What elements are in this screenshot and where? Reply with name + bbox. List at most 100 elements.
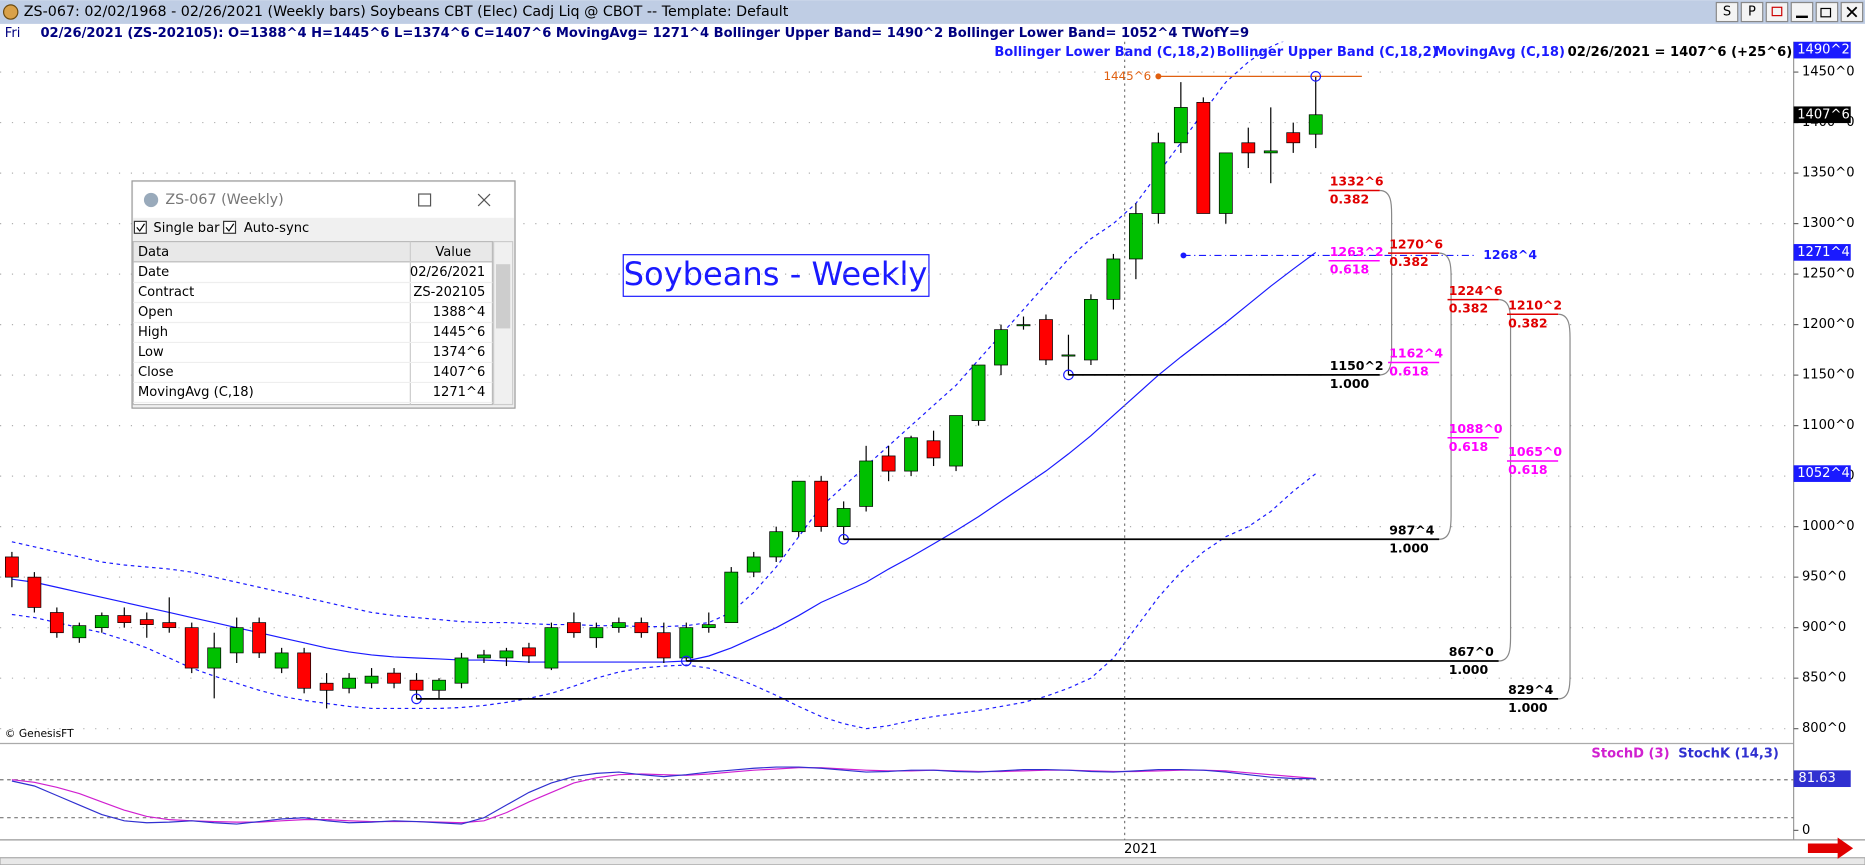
last-price-text: 02/26/2021 = 1407^6 (+25^6) [1568, 45, 1793, 60]
fib-price-label: 1065^0 [1508, 444, 1562, 459]
candle-body [1061, 354, 1076, 357]
fib-ratio-label: 0.382 [1449, 301, 1488, 316]
value-box [1793, 770, 1851, 788]
mid-dot [1180, 252, 1187, 259]
button[interactable] [1715, 1, 1739, 23]
candle-body [1196, 102, 1211, 214]
candle-body [566, 622, 581, 634]
series-line [11, 766, 1316, 825]
fib-ratio-label: 0.382 [1330, 192, 1369, 207]
candle-body [836, 508, 851, 528]
candle-body [229, 627, 244, 654]
candle-body [1016, 324, 1031, 327]
restore-icon [1820, 7, 1832, 18]
fib-ratio-label: 0.618 [1330, 262, 1369, 277]
button-label[interactable]: S [1723, 5, 1731, 20]
candle-body [1263, 150, 1278, 154]
fib-ratio-label: 1.000 [1508, 700, 1548, 715]
value-box-label: 1407^6 [1797, 107, 1850, 122]
candle-body [814, 480, 829, 528]
checkbox-label[interactable]: Auto-sync [244, 221, 309, 236]
fib-price-label: 1263^2 [1330, 244, 1384, 259]
row-value: 1271^4 [433, 385, 486, 400]
candle-body [1106, 258, 1121, 300]
pivot-circle [1310, 71, 1322, 82]
annotation: Soybeans - Weekly [624, 255, 928, 293]
candle-body [1286, 132, 1301, 144]
candle-body [139, 619, 154, 625]
checkbox[interactable] [133, 220, 147, 234]
fib-ratio-label: 0.382 [1508, 315, 1547, 330]
y-tick-label: 0 [1802, 823, 1810, 838]
legend-entry: Bollinger Lower Band (C,18,2) [994, 45, 1215, 60]
candle-body [1151, 142, 1166, 214]
row-value: 1388^4 [433, 305, 486, 320]
candle-body [544, 627, 559, 669]
check-mark [225, 223, 235, 232]
info-bar [0, 23, 1865, 43]
maximize-button[interactable] [418, 193, 432, 207]
fib-price-label: 1088^0 [1449, 421, 1503, 436]
y-tick-label: 800^0 [1802, 721, 1846, 736]
data-window: ZS-067 (Weekly) Single bar Auto-sync Dat… [131, 180, 516, 409]
data-window-titlebar [133, 182, 514, 218]
candle-body [769, 531, 784, 558]
table-rows: Date 02/26/2021 Contract ZS-202105 Open 1388^… [133, 265, 493, 404]
row-value: 1445^6 [433, 325, 486, 340]
candle-body [679, 627, 694, 659]
scroll-arrow[interactable] [1807, 837, 1854, 859]
y-tick-label: 1300^0 [1802, 216, 1855, 231]
button-label[interactable]: P [1748, 5, 1756, 20]
candle-body [701, 624, 716, 629]
y-tick-label: 850^0 [1802, 671, 1846, 686]
restore-button[interactable] [1815, 1, 1839, 23]
series-line [11, 473, 1317, 730]
fib-ratio-label: 0.382 [1389, 254, 1428, 269]
row-label: High [138, 325, 168, 340]
y-tick-label: 900^0 [1802, 620, 1846, 635]
candle-body [724, 571, 739, 623]
pin-button[interactable] [1765, 1, 1789, 23]
candle-body [274, 652, 289, 669]
x-tick-label: 2021 [1124, 842, 1157, 857]
minimize-button[interactable] [1790, 1, 1814, 23]
fib-bracket [1498, 299, 1512, 662]
checkbox[interactable] [223, 220, 237, 234]
candle-body [432, 679, 446, 691]
value-box-label: 81.63 [1798, 771, 1835, 786]
row-label: Contract [138, 285, 194, 300]
y-tick-label: 1000^0 [1802, 519, 1855, 534]
row-label: Open [138, 305, 173, 320]
overlay: 800^0850^0900^0950^01000^01050^01100^011… [994, 41, 1855, 857]
fib-bracket [1379, 189, 1393, 376]
candle-body [49, 612, 64, 634]
candle-body [1039, 319, 1053, 361]
column-header: Value [435, 245, 471, 260]
fib-price-label: 1210^2 [1508, 297, 1562, 312]
button[interactable] [1740, 1, 1764, 23]
scrollbar[interactable] [0, 857, 1865, 865]
info-day: Fri [5, 26, 21, 41]
scroll-thumb[interactable] [495, 264, 511, 329]
row-value: 02/26/2021 [410, 265, 485, 280]
row-label: Date [138, 265, 169, 280]
candle-body [971, 364, 986, 421]
candle-body [926, 440, 941, 459]
y-tick-label: 1450^0 [1802, 65, 1855, 80]
value-box [1793, 106, 1851, 124]
data-window-icon [143, 192, 159, 208]
fib-price-label: 1150^2 [1330, 358, 1384, 373]
price-plot: 1445^6 1268^4 1332^6 0.382 1263^2 0.618 1150^2… [0, 41, 1794, 730]
candle-body [184, 627, 199, 669]
candle-body [409, 679, 424, 691]
value-box [1793, 41, 1851, 59]
checkbox-label[interactable]: Single bar [153, 221, 220, 236]
value-box-label: 1052^4 [1797, 466, 1850, 481]
y-tick-label: 1100^0 [1802, 418, 1855, 433]
table-header [132, 241, 494, 263]
high-dot [1155, 73, 1162, 80]
candle-body [207, 647, 222, 669]
series-line [11, 767, 1316, 824]
candle-body [746, 556, 761, 573]
close-button[interactable] [477, 193, 491, 207]
